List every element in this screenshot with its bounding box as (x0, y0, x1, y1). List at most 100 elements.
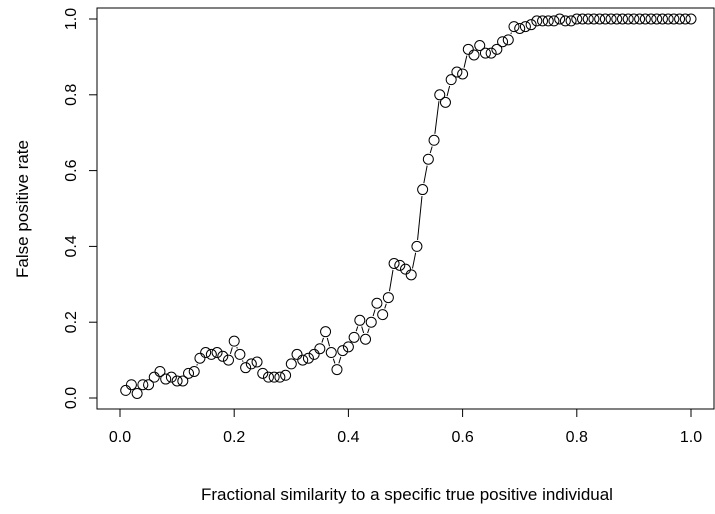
data-point (297, 354, 309, 366)
connecting-segment (510, 32, 512, 35)
data-point (457, 68, 469, 80)
data-point (542, 15, 554, 27)
data-point (548, 15, 560, 27)
data-point (280, 369, 292, 381)
data-point (228, 335, 240, 347)
connecting-segment (429, 146, 433, 154)
x-tick-label: 0.0 (109, 429, 131, 446)
data-point (394, 259, 406, 271)
x-tick-label: 0.4 (337, 429, 359, 446)
data-point (417, 184, 429, 196)
connecting-segment (321, 337, 324, 343)
data-point (611, 13, 623, 25)
data-point (131, 387, 143, 399)
data-point (222, 354, 234, 366)
connecting-segment (411, 252, 417, 269)
data-point (559, 15, 571, 27)
y-tick-label: 1.0 (63, 8, 80, 30)
connecting-segment (332, 358, 336, 364)
data-point (451, 66, 463, 78)
y-tick-label: 0.2 (63, 311, 80, 333)
data-point (674, 13, 686, 25)
data-point (462, 43, 474, 55)
data-point (382, 292, 394, 304)
connecting-segment (384, 303, 387, 309)
data-point (360, 333, 372, 345)
data-point (183, 367, 195, 379)
data-point (245, 358, 257, 370)
data-point (616, 13, 628, 25)
data-point (685, 13, 697, 25)
connecting-segment (229, 347, 233, 355)
data-point (388, 257, 400, 269)
data-point (302, 352, 314, 364)
data-point (531, 15, 543, 27)
data-point (565, 15, 577, 27)
y-axis: 0.0 0.2 0.4 0.6 0.8 1.0 (63, 8, 98, 409)
connecting-segment (434, 101, 440, 134)
data-point (485, 47, 497, 59)
connecting-segment (355, 326, 359, 332)
data-point (125, 379, 137, 391)
data-point (137, 379, 149, 391)
data-point (651, 13, 663, 25)
y-tick-label: 0.6 (63, 159, 80, 181)
connecting-segment (242, 360, 244, 362)
data-point (148, 371, 160, 383)
connecting-segment (361, 326, 365, 334)
data-points (120, 13, 697, 399)
data-point (605, 13, 617, 25)
data-point (320, 326, 332, 338)
data-point (354, 314, 366, 326)
connecting-segment (423, 165, 428, 184)
data-point (342, 341, 354, 353)
data-point (400, 263, 411, 275)
connecting-segment (388, 269, 394, 292)
data-point (314, 343, 326, 355)
data-point (474, 40, 486, 52)
data-point (468, 49, 480, 61)
data-point (645, 13, 657, 25)
connecting-segment (326, 337, 331, 347)
data-point (325, 347, 337, 359)
data-point (679, 13, 691, 25)
connecting-segment (446, 85, 451, 97)
data-point (525, 19, 537, 31)
data-point (668, 13, 680, 25)
data-point (422, 153, 434, 165)
data-point (439, 96, 451, 108)
data-point (268, 371, 280, 383)
data-point (594, 13, 606, 25)
connecting-segment (236, 346, 238, 349)
data-point (405, 269, 417, 281)
data-point (274, 371, 286, 383)
y-tick-label: 0.8 (63, 84, 80, 106)
y-axis-label: False positive rate (13, 140, 32, 278)
connecting-segment (463, 55, 468, 68)
data-point (211, 347, 223, 359)
data-point (428, 134, 440, 146)
data-point (634, 13, 646, 25)
data-point (622, 13, 634, 25)
data-point (497, 36, 509, 48)
data-point (205, 348, 217, 360)
data-point (371, 297, 383, 309)
data-point (434, 89, 446, 101)
data-point (514, 22, 526, 34)
plot-box (96, 7, 715, 410)
data-point (188, 365, 200, 377)
data-point (217, 350, 229, 362)
data-point (194, 352, 206, 364)
data-point (240, 362, 252, 374)
data-point (200, 347, 212, 359)
data-point (257, 367, 269, 379)
connecting-segment (338, 356, 342, 364)
data-point (365, 316, 377, 328)
y-tick-label: 0.0 (63, 387, 80, 409)
data-point (285, 358, 297, 370)
connecting-segment (372, 309, 376, 317)
data-point (508, 21, 520, 33)
data-point (177, 375, 189, 387)
data-point (308, 348, 320, 360)
data-point (143, 379, 155, 391)
